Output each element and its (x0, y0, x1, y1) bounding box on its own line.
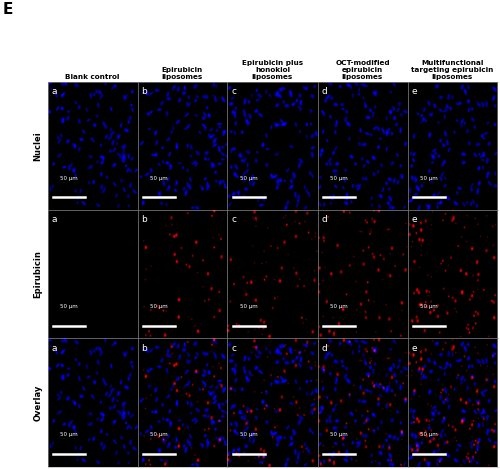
Text: E: E (2, 2, 13, 17)
Text: 50 μm: 50 μm (60, 304, 78, 309)
Text: a: a (51, 87, 57, 96)
Text: Epirubicin
liposomes: Epirubicin liposomes (162, 67, 203, 80)
Text: 50 μm: 50 μm (420, 432, 438, 437)
Text: e: e (411, 87, 416, 96)
Text: 50 μm: 50 μm (240, 304, 258, 309)
Text: d: d (321, 215, 327, 224)
Text: Multifunctional
targeting epirubicin
liposomes: Multifunctional targeting epirubicin lip… (412, 60, 494, 80)
Text: 50 μm: 50 μm (150, 176, 168, 181)
Text: 50 μm: 50 μm (420, 176, 438, 181)
Text: 50 μm: 50 μm (60, 176, 78, 181)
Text: 50 μm: 50 μm (60, 432, 78, 437)
Text: Nuclei: Nuclei (34, 131, 42, 161)
Text: 50 μm: 50 μm (150, 304, 168, 309)
Text: 50 μm: 50 μm (330, 432, 348, 437)
Text: a: a (51, 215, 57, 224)
Text: Epirubicin: Epirubicin (34, 250, 42, 298)
Text: b: b (141, 215, 147, 224)
Text: 50 μm: 50 μm (240, 432, 258, 437)
Text: 50 μm: 50 μm (330, 176, 348, 181)
Text: 50 μm: 50 μm (150, 432, 168, 437)
Text: e: e (411, 344, 416, 353)
Text: a: a (51, 344, 57, 353)
Text: c: c (231, 344, 236, 353)
Text: 50 μm: 50 μm (420, 304, 438, 309)
Text: b: b (141, 344, 147, 353)
Text: OCT-modified
epirubicin
liposomes: OCT-modified epirubicin liposomes (335, 60, 390, 80)
Text: Blank control: Blank control (66, 74, 120, 80)
Text: Overlay: Overlay (34, 385, 42, 421)
Text: 50 μm: 50 μm (240, 176, 258, 181)
Text: 50 μm: 50 μm (330, 304, 348, 309)
Text: c: c (231, 87, 236, 96)
Text: b: b (141, 87, 147, 96)
Text: e: e (411, 215, 416, 224)
Text: c: c (231, 215, 236, 224)
Text: d: d (321, 87, 327, 96)
Text: d: d (321, 344, 327, 353)
Text: Epirubicin plus
honokiol
liposomes: Epirubicin plus honokiol liposomes (242, 60, 303, 80)
